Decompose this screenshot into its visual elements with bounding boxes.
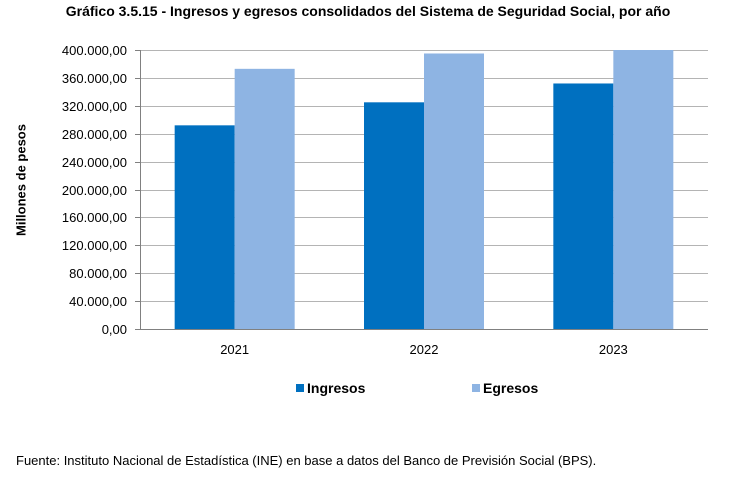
y-tick-labels: 0,00 40.000,00 80.000,00 120.000,00 160.000,… (62, 43, 127, 337)
legend-item-ingresos: Ingresos (296, 380, 365, 396)
y-tick-label: 280.000,00 (62, 127, 127, 142)
legend-label-ingresos: Ingresos (307, 380, 366, 396)
bar-egresos-2021 (234, 68, 295, 330)
bar-ingresos-2023 (553, 83, 614, 329)
y-tick-label: 320.000,00 (62, 99, 127, 114)
y-tick-label: 400.000,00 (62, 43, 127, 58)
bar-egresos-2022 (424, 53, 484, 330)
y-tick-label: 360.000,00 (62, 71, 127, 86)
legend-swatch-egresos (472, 384, 480, 392)
legend-swatch-ingresos (296, 384, 304, 392)
bars (174, 50, 674, 330)
x-tick-label: 2022 (410, 342, 439, 357)
legend-item-egresos: Egresos (472, 380, 538, 396)
x-tick-labels: 2021 2022 2023 (220, 342, 628, 357)
y-tick-label: 80.000,00 (69, 266, 127, 281)
bar-egresos-2023 (613, 50, 674, 329)
legend: Ingresos Egresos (0, 380, 736, 400)
y-tick-label: 40.000,00 (69, 294, 127, 309)
y-tick-label: 0,00 (102, 322, 127, 337)
bar-ingresos-2022 (364, 102, 424, 329)
y-tick-label: 160.000,00 (62, 210, 127, 225)
axes (135, 50, 708, 330)
legend-label-egresos: Egresos (483, 380, 539, 396)
y-tick-label: 200.000,00 (62, 183, 127, 198)
chart-title: Gráfico 3.5.15 - Ingresos y egresos cons… (65, 3, 671, 19)
y-tick-label: 240.000,00 (62, 155, 127, 170)
x-tick-label: 2023 (599, 342, 628, 357)
source-note: Fuente: Instituto Nacional de Estadístic… (16, 453, 597, 468)
y-tick-label: 120.000,00 (62, 238, 127, 253)
x-tick-label: 2021 (220, 342, 249, 357)
bar-ingresos-2021 (174, 125, 235, 329)
